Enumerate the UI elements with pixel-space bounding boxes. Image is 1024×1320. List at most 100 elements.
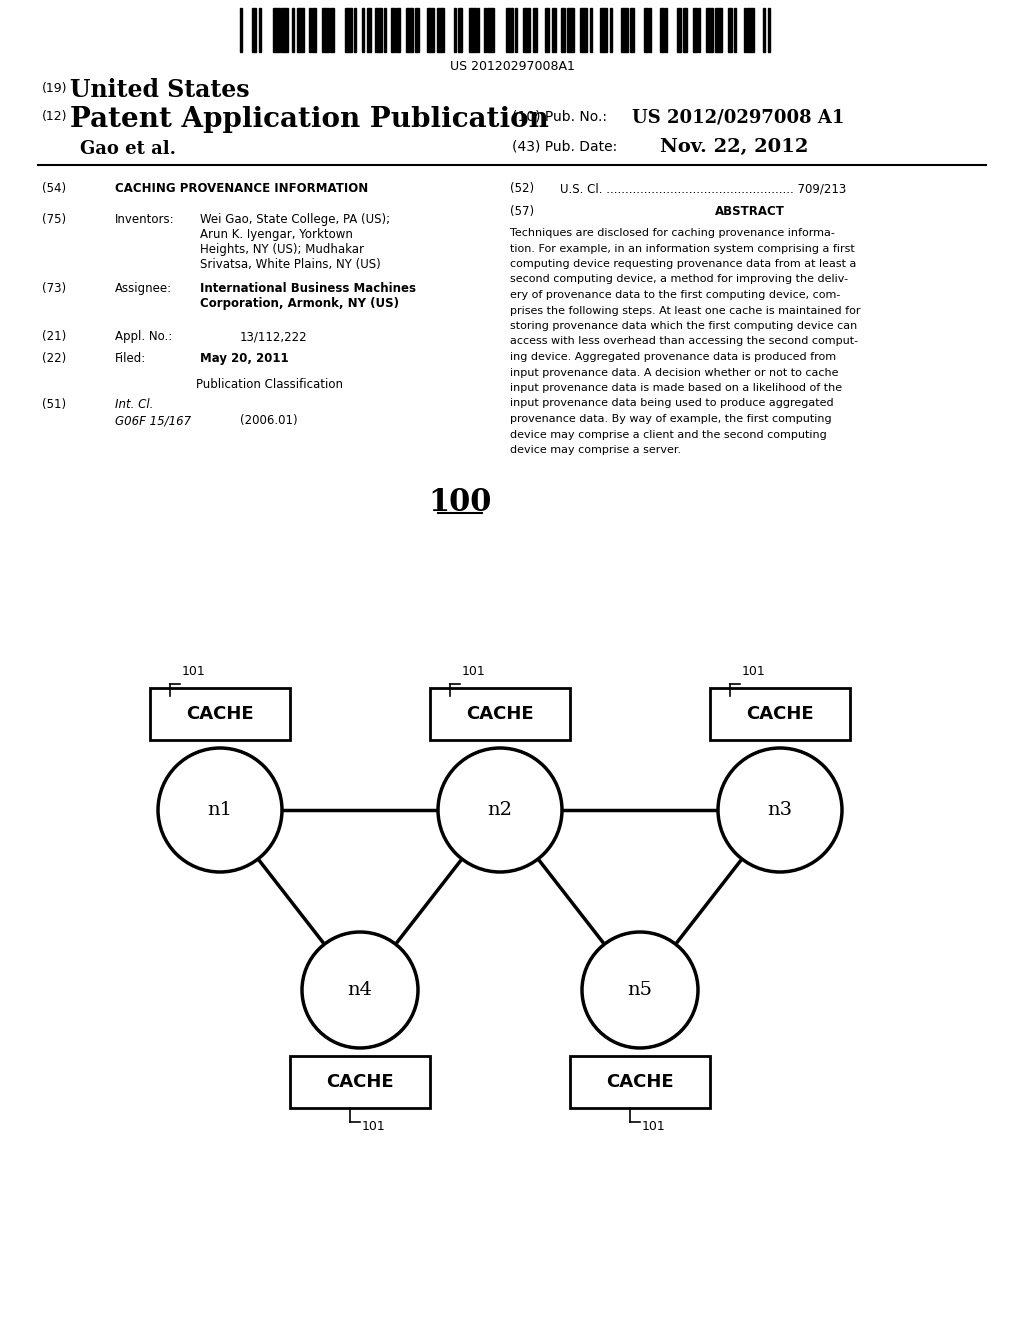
Text: 100: 100 [428,487,492,517]
Text: input provenance data is made based on a likelihood of the: input provenance data is made based on a… [510,383,842,393]
Text: prises the following steps. At least one cache is maintained for: prises the following steps. At least one… [510,305,860,315]
Text: input provenance data being used to produce aggregated: input provenance data being used to prod… [510,399,834,408]
Bar [273,8,280,51]
Bar [469,8,476,51]
Text: CACHING PROVENANCE INFORMATION: CACHING PROVENANCE INFORMATION [115,182,369,195]
Bar [567,8,574,51]
Text: n1: n1 [208,801,232,818]
Text: second computing device, a method for improving the deliv-: second computing device, a method for im… [510,275,848,285]
Bar [728,8,732,51]
Circle shape [582,932,698,1048]
Bar [768,8,770,51]
Text: Patent Application Publication: Patent Application Publication [70,106,549,133]
Text: Appl. No.:: Appl. No.: [115,330,172,343]
Text: (54): (54) [42,182,67,195]
Text: (2006.01): (2006.01) [240,414,298,426]
Text: input provenance data. A decision whether or not to cache: input provenance data. A decision whethe… [510,367,839,378]
Bar [534,8,537,51]
Bar [454,8,456,51]
Text: International Business Machines: International Business Machines [200,282,416,294]
Bar [515,8,517,51]
Text: Gao et al.: Gao et al. [80,140,176,158]
Text: United States: United States [70,78,250,102]
Bar [744,8,746,51]
Text: US 2012/0297008 A1: US 2012/0297008 A1 [632,108,845,125]
Bar [698,8,700,51]
Bar [523,8,530,51]
Bar [375,8,382,51]
Text: tion. For example, in an information system comprising a first: tion. For example, in an information sys… [510,243,855,253]
Bar [734,8,736,51]
Text: U.S. Cl. .................................................. 709/213: U.S. Cl. ...............................… [560,182,846,195]
Bar [415,8,419,51]
Bar [561,8,565,51]
Text: Corporation, Armonk, NY (US): Corporation, Armonk, NY (US) [200,297,399,310]
Bar [660,8,664,51]
Bar [710,688,850,741]
Text: (51): (51) [42,399,67,411]
Bar [621,8,628,51]
Text: (12): (12) [42,110,68,123]
Text: n3: n3 [767,801,793,818]
Bar [396,8,400,51]
Text: n2: n2 [487,801,512,818]
Text: (73): (73) [42,282,67,294]
Text: US 20120297008A1: US 20120297008A1 [450,59,574,73]
Bar [590,8,592,51]
Text: Techniques are disclosed for caching provenance informa-: Techniques are disclosed for caching pro… [510,228,835,238]
Text: n4: n4 [347,981,373,999]
Text: 101: 101 [462,665,485,678]
Circle shape [438,748,562,873]
Bar [665,8,667,51]
Text: CACHE: CACHE [327,1073,394,1092]
Bar [715,8,722,51]
Bar [354,8,356,51]
Text: Assignee:: Assignee: [115,282,172,294]
Bar [746,8,754,51]
Bar [259,8,261,51]
Bar [391,8,395,51]
Bar [677,8,681,51]
Text: access with less overhead than accessing the second comput-: access with less overhead than accessing… [510,337,858,346]
Bar [630,8,634,51]
Bar [649,8,651,51]
Text: device may comprise a client and the second computing: device may comprise a client and the sec… [510,429,826,440]
Bar [437,8,444,51]
Text: 101: 101 [742,665,766,678]
Bar [367,8,371,51]
Text: (75): (75) [42,213,67,226]
Text: G06F 15/167: G06F 15/167 [115,414,191,426]
Text: ing device. Aggregated provenance data is produced from: ing device. Aggregated provenance data i… [510,352,837,362]
Bar [290,1056,430,1107]
Bar [600,8,607,51]
Text: Inventors:: Inventors: [115,213,175,226]
Text: May 20, 2011: May 20, 2011 [200,352,289,366]
Text: (10) Pub. No.:: (10) Pub. No.: [512,110,607,124]
Circle shape [302,932,418,1048]
Bar [545,8,549,51]
Text: Heights, NY (US); Mudhakar: Heights, NY (US); Mudhakar [200,243,364,256]
Bar [458,8,462,51]
Text: ABSTRACT: ABSTRACT [715,205,785,218]
Text: (22): (22) [42,352,67,366]
Text: Arun K. Iyengar, Yorktown: Arun K. Iyengar, Yorktown [200,228,353,242]
Bar [384,8,386,51]
Text: 101: 101 [182,665,206,678]
Text: storing provenance data which the first computing device can: storing provenance data which the first … [510,321,857,331]
Bar [477,8,479,51]
Text: 101: 101 [642,1119,666,1133]
Bar [309,8,311,51]
Text: 101: 101 [362,1119,386,1133]
Text: ery of provenance data to the first computing device, com-: ery of provenance data to the first comp… [510,290,841,300]
Text: 13/112,222: 13/112,222 [240,330,307,343]
Text: Publication Classification: Publication Classification [197,378,343,391]
Bar [406,8,413,51]
Bar [487,8,494,51]
Circle shape [158,748,282,873]
Text: computing device requesting provenance data from at least a: computing device requesting provenance d… [510,259,856,269]
Text: Srivatsa, White Plains, NY (US): Srivatsa, White Plains, NY (US) [200,257,381,271]
Bar [150,688,290,741]
Text: (52): (52) [510,182,535,195]
Text: n5: n5 [628,981,652,999]
Text: Wei Gao, State College, PA (US);: Wei Gao, State College, PA (US); [200,213,390,226]
